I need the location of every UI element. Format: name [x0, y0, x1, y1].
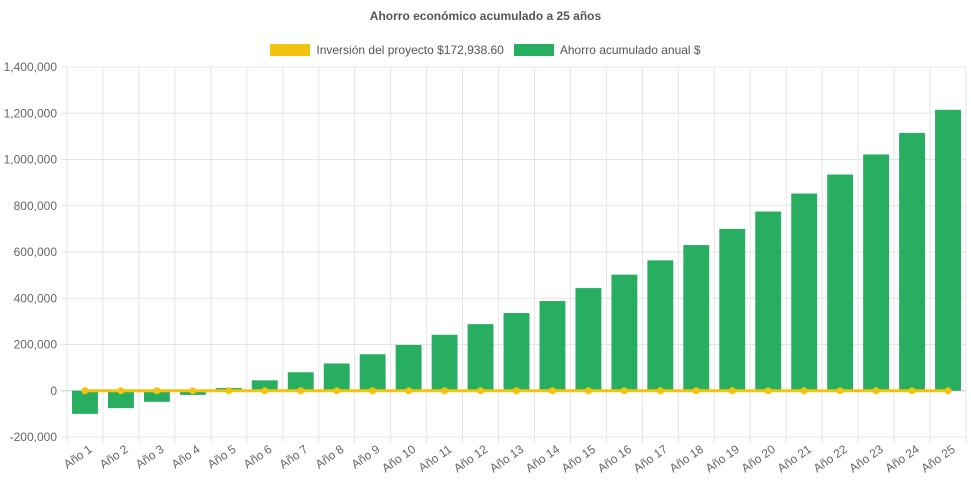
legend-label-investment: Inversión del proyecto $172,938.60 [316, 43, 504, 57]
point-inversion [764, 387, 772, 395]
point-inversion [225, 387, 233, 395]
x-tick-label: Año 3 [133, 442, 167, 472]
point-inversion [584, 387, 592, 395]
x-tick-label: Año 1 [61, 442, 95, 472]
point-inversion [333, 387, 341, 395]
bar-ahorro [323, 363, 350, 391]
point-inversion [656, 387, 664, 395]
point-inversion [800, 387, 808, 395]
x-tick-label: Año 9 [349, 442, 383, 472]
legend-item-investment[interactable]: Inversión del proyecto $172,938.60 [270, 43, 504, 57]
x-tick-label: Año 7 [277, 442, 311, 472]
x-tick-label: Año 2 [97, 442, 131, 472]
legend-swatch-investment [270, 44, 311, 56]
bar-ahorro [755, 211, 782, 391]
point-inversion [836, 387, 844, 395]
x-tick-label: Año 15 [559, 442, 598, 475]
y-tick-label: 400,000 [14, 291, 58, 305]
point-inversion [261, 387, 269, 395]
point-inversion [153, 387, 161, 395]
y-tick-label: 0 [50, 384, 57, 398]
x-tick-label: Año 17 [631, 442, 670, 475]
point-inversion [908, 387, 916, 395]
legend-label-savings: Ahorro acumulado anual $ [559, 43, 701, 57]
bar-ahorro [503, 313, 530, 391]
bar-ahorro [611, 274, 638, 391]
point-inversion [297, 387, 305, 395]
point-inversion [117, 387, 125, 395]
point-inversion [405, 387, 413, 395]
point-inversion [189, 387, 197, 395]
bar-ahorro [359, 354, 386, 391]
x-tick-label: Año 22 [811, 442, 850, 475]
chart-legend: Inversión del proyecto $172,938.60 Ahorr… [0, 43, 971, 57]
x-tick-label: Año 21 [775, 442, 814, 475]
x-tick-label: Año 25 [919, 442, 958, 475]
x-tick-label: Año 20 [739, 442, 778, 475]
x-tick-label: Año 11 [416, 442, 455, 475]
x-tick-label: Año 8 [313, 442, 347, 472]
bar-ahorro [72, 390, 98, 414]
x-tick-label: Año 23 [847, 442, 886, 475]
bar-ahorro [575, 288, 602, 391]
y-tick-label: 200,000 [14, 338, 58, 352]
bar-ahorro [791, 193, 818, 391]
bar-ahorro [719, 228, 746, 391]
bar-ahorro [395, 344, 422, 391]
legend-swatch-savings [513, 44, 554, 56]
point-inversion [620, 387, 628, 395]
bar-ahorro [251, 380, 278, 391]
x-tick-label: Año 5 [205, 442, 239, 472]
point-inversion [477, 387, 485, 395]
y-tick-label: 600,000 [14, 245, 58, 259]
bar-ahorro [107, 390, 134, 409]
bar-ahorro [899, 132, 926, 391]
point-inversion [692, 387, 700, 395]
x-tick-label: Año 13 [487, 442, 526, 475]
bar-ahorro [539, 301, 566, 391]
x-tick-label: Año 6 [241, 442, 275, 472]
bar-ahorro [863, 154, 890, 391]
y-tick-label: 1,400,000 [4, 60, 58, 74]
x-tick-label: Año 4 [169, 442, 203, 472]
point-inversion [728, 387, 736, 395]
point-inversion [872, 387, 880, 395]
x-tick-label: Año 18 [667, 442, 706, 475]
bar-ahorro [935, 109, 961, 391]
y-tick-label: 1,000,000 [4, 153, 58, 167]
y-tick-label: -200,000 [10, 430, 58, 444]
x-tick-label: Año 14 [523, 442, 562, 475]
x-tick-label: Año 24 [883, 442, 922, 475]
y-tick-label: 1,200,000 [4, 106, 58, 120]
bar-ahorro [827, 174, 854, 391]
x-tick-label: Año 12 [451, 442, 490, 475]
point-inversion [548, 387, 556, 395]
point-inversion [441, 387, 449, 395]
bar-ahorro [467, 324, 494, 391]
point-inversion [944, 387, 952, 395]
legend-item-savings[interactable]: Ahorro acumulado anual $ [513, 43, 701, 57]
point-inversion [81, 387, 89, 395]
bar-ahorro [431, 334, 458, 391]
x-tick-label: Año 19 [703, 442, 742, 475]
bar-ahorro [647, 260, 674, 391]
bar-ahorro [143, 390, 170, 402]
chart-title: Ahorro económico acumulado a 25 años [369, 9, 602, 23]
x-tick-label: Año 10 [379, 442, 418, 475]
y-tick-label: 800,000 [14, 199, 58, 213]
x-tick-label: Año 16 [595, 442, 634, 475]
bar-ahorro [683, 245, 710, 391]
bar-ahorro [287, 372, 314, 391]
point-inversion [369, 387, 377, 395]
point-inversion [513, 387, 520, 395]
